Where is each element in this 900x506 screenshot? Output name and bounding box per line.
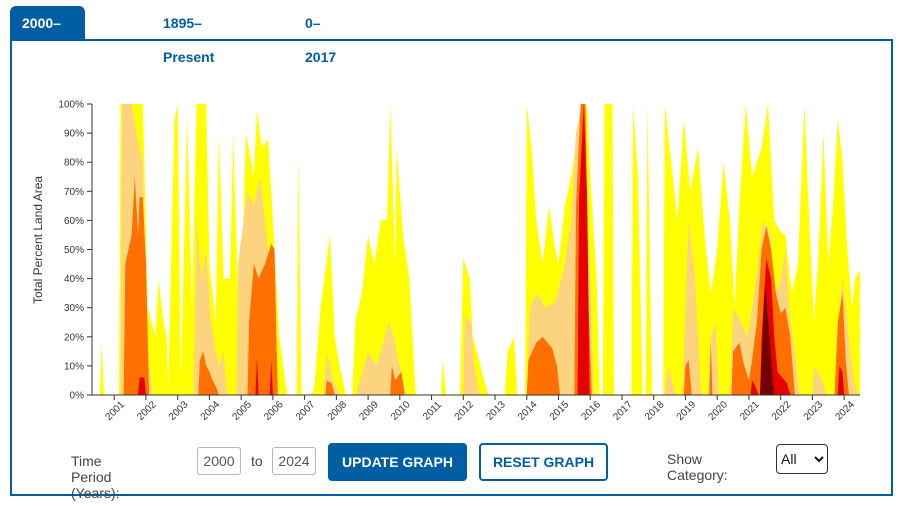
x-tick-label: 2019 (675, 399, 699, 423)
x-tick-label: 2012 (453, 399, 477, 423)
series-area-0 (92, 104, 860, 395)
y-tick-label: 60% (64, 216, 84, 227)
x-tick-label: 2009 (357, 399, 381, 423)
x-tick-label: 2011 (421, 399, 444, 422)
series-area-2 (92, 104, 860, 395)
x-tick-label: 2010 (389, 399, 413, 423)
y-tick-label: 40% (64, 274, 84, 285)
x-tick-label: 2022 (770, 399, 794, 423)
end-year-input[interactable] (272, 447, 316, 475)
x-tick-label: 2024 (833, 399, 857, 423)
x-tick-label: 2002 (135, 399, 159, 423)
x-tick-label: 2005 (230, 399, 254, 423)
x-tick-label: 2023 (802, 399, 826, 423)
y-tick-label: 50% (64, 245, 84, 256)
chart-panel (10, 39, 893, 496)
y-tick-label: 30% (64, 303, 84, 314)
show-category-label: Show Category: (667, 451, 728, 483)
x-tick-label: 2018 (643, 399, 667, 423)
time-period-label: Time Period (Years): (71, 453, 120, 501)
y-tick-label: 10% (64, 361, 84, 372)
start-year-input[interactable] (197, 447, 241, 475)
x-tick-label: 2008 (326, 399, 350, 423)
x-tick-label: 2021 (738, 399, 762, 423)
tab-2000-present[interactable]: 2000–Present (10, 6, 86, 65)
y-tick-label: 100% (58, 100, 84, 111)
x-tick-label: 2015 (548, 399, 572, 423)
y-tick-label: 90% (64, 129, 84, 140)
x-tick-label: 2001 (104, 399, 128, 423)
x-tick-label: 2016 (580, 399, 604, 423)
x-tick-label: 2004 (199, 399, 223, 423)
category-select[interactable]: All (776, 444, 828, 474)
x-tick-label: 2003 (167, 399, 191, 423)
y-axis-label: Total Percent Land Area (31, 176, 45, 304)
x-tick-label: 2017 (611, 399, 635, 423)
update-graph-button[interactable]: UPDATE GRAPH (328, 443, 467, 481)
to-label: to (251, 453, 263, 469)
x-tick-label: 2014 (516, 399, 540, 423)
x-tick-label: 2006 (262, 399, 286, 423)
x-tick-label: 2007 (294, 399, 318, 423)
y-tick-label: 0% (70, 391, 85, 402)
y-tick-label: 70% (64, 187, 84, 198)
reset-graph-button[interactable]: RESET GRAPH (479, 443, 608, 481)
y-tick-label: 80% (64, 158, 84, 169)
tab-0-2017[interactable]: 0–2017 (305, 15, 337, 65)
y-tick-label: 20% (64, 332, 84, 343)
x-tick-label: 2020 (706, 399, 730, 423)
series-layer (92, 104, 860, 395)
tab-1895-present[interactable]: 1895–Present (163, 15, 215, 65)
x-tick-label: 2013 (484, 399, 508, 423)
